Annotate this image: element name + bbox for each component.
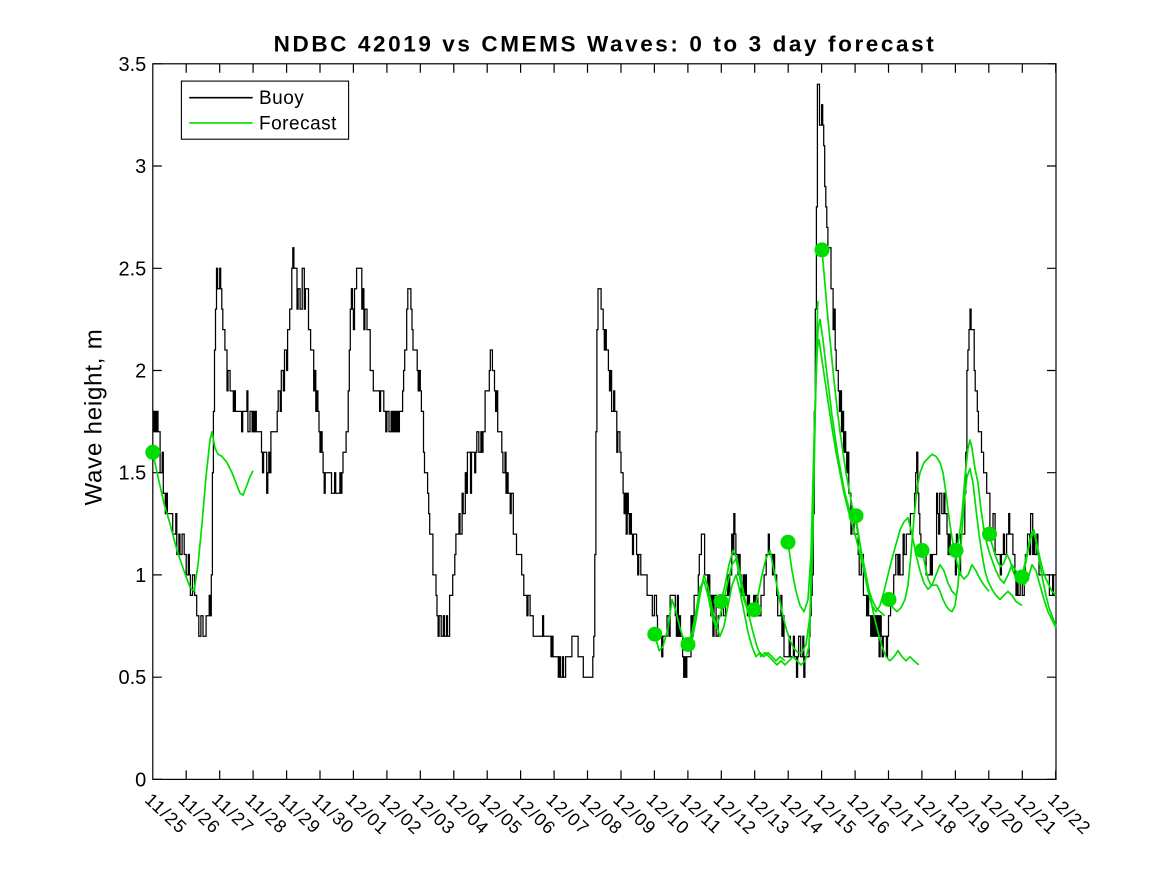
svg-text:Buoy: Buoy	[259, 88, 304, 109]
svg-text:3: 3	[135, 156, 146, 178]
svg-text:Wave height, m: Wave height, m	[81, 328, 108, 505]
svg-text:2: 2	[135, 361, 146, 383]
svg-text:2.5: 2.5	[118, 258, 146, 280]
svg-text:NDBC 42019 vs CMEMS Waves: 0 t: NDBC 42019 vs CMEMS Waves: 0 to 3 day fo…	[274, 32, 937, 57]
svg-text:1.5: 1.5	[118, 463, 146, 485]
svg-text:0: 0	[135, 769, 146, 791]
svg-text:0.5: 0.5	[118, 667, 146, 689]
svg-text:1: 1	[135, 565, 146, 587]
svg-text:3.5: 3.5	[118, 54, 146, 76]
svg-text:Forecast: Forecast	[259, 113, 337, 134]
